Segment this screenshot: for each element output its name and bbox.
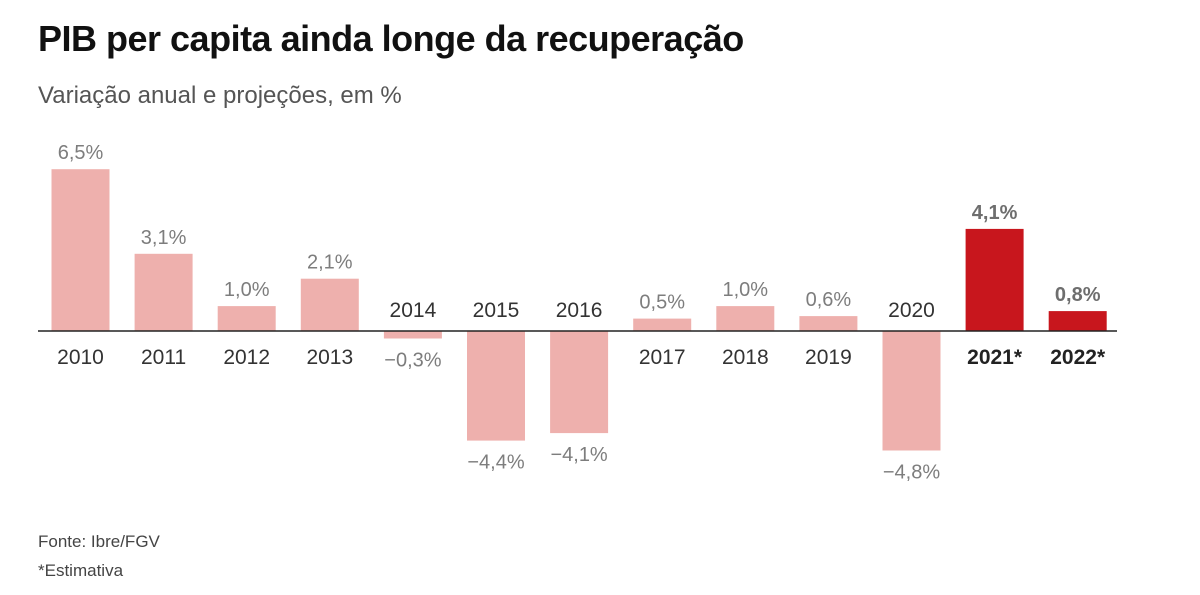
value-label-2012: 1,0% <box>224 279 270 301</box>
bar-2012 <box>217 306 276 331</box>
value-label-2017: 0,5% <box>639 292 685 314</box>
category-label-2020: 2020 <box>888 299 935 322</box>
chart-subtitle: Variação anual e projeções, em % <box>38 82 402 109</box>
estimate-note: *Estimativa <box>38 561 124 580</box>
category-label-2011: 2011 <box>141 346 186 369</box>
value-label-2022-estimate: 0,8% <box>1055 284 1101 306</box>
bar-2013 <box>300 278 359 331</box>
category-label-2015: 2015 <box>473 299 520 322</box>
value-label-2014: −0,3% <box>384 350 441 372</box>
category-label-2019: 2019 <box>805 346 852 369</box>
category-label-2012: 2012 <box>223 346 270 369</box>
bar-2021-estimate <box>965 228 1024 331</box>
footer: Fonte: Ibre/FGV *Estimativa <box>38 527 160 585</box>
category-label-2021-estimate: 2021* <box>967 346 1023 369</box>
bars-group <box>51 169 1107 451</box>
bar-2020 <box>882 331 941 451</box>
value-label-2011: 3,1% <box>141 227 187 249</box>
value-label-2010: 6,5% <box>58 142 104 164</box>
labels-group: 6,5% 2010 3,1% 2011 1,0% 2012 2,1% 2013 −0,3% 201… <box>57 142 1106 483</box>
category-label-2022-estimate: 2022* <box>1050 346 1106 369</box>
value-label-2018: 1,0% <box>723 279 769 301</box>
category-label-2014: 2014 <box>390 299 437 322</box>
source-note: Fonte: Ibre/FGV <box>38 532 160 551</box>
category-label-2017: 2017 <box>639 346 686 369</box>
category-label-2018: 2018 <box>722 346 769 369</box>
value-label-2019: 0,6% <box>806 289 852 311</box>
category-label-2013: 2013 <box>306 346 353 369</box>
value-label-2016: −4,1% <box>550 444 607 466</box>
bar-2011 <box>134 253 193 331</box>
category-label-2016: 2016 <box>556 299 603 322</box>
bar-2019 <box>799 316 858 331</box>
category-label-2010: 2010 <box>57 346 104 369</box>
value-label-2013: 2,1% <box>307 252 353 274</box>
value-label-2015: −4,4% <box>467 452 524 474</box>
bar-2014 <box>383 331 442 339</box>
bar-2018 <box>716 306 775 331</box>
bar-2010 <box>51 169 110 331</box>
bar-2016 <box>550 331 609 434</box>
bar-2015 <box>467 331 525 441</box>
chart-title: PIB per capita ainda longe da recuperaçã… <box>38 18 744 59</box>
value-label-2020: −4,8% <box>883 462 940 484</box>
bar-2022-estimate <box>1048 311 1107 331</box>
bar-2017 <box>633 318 692 331</box>
value-label-2021-estimate: 4,1% <box>972 202 1018 224</box>
